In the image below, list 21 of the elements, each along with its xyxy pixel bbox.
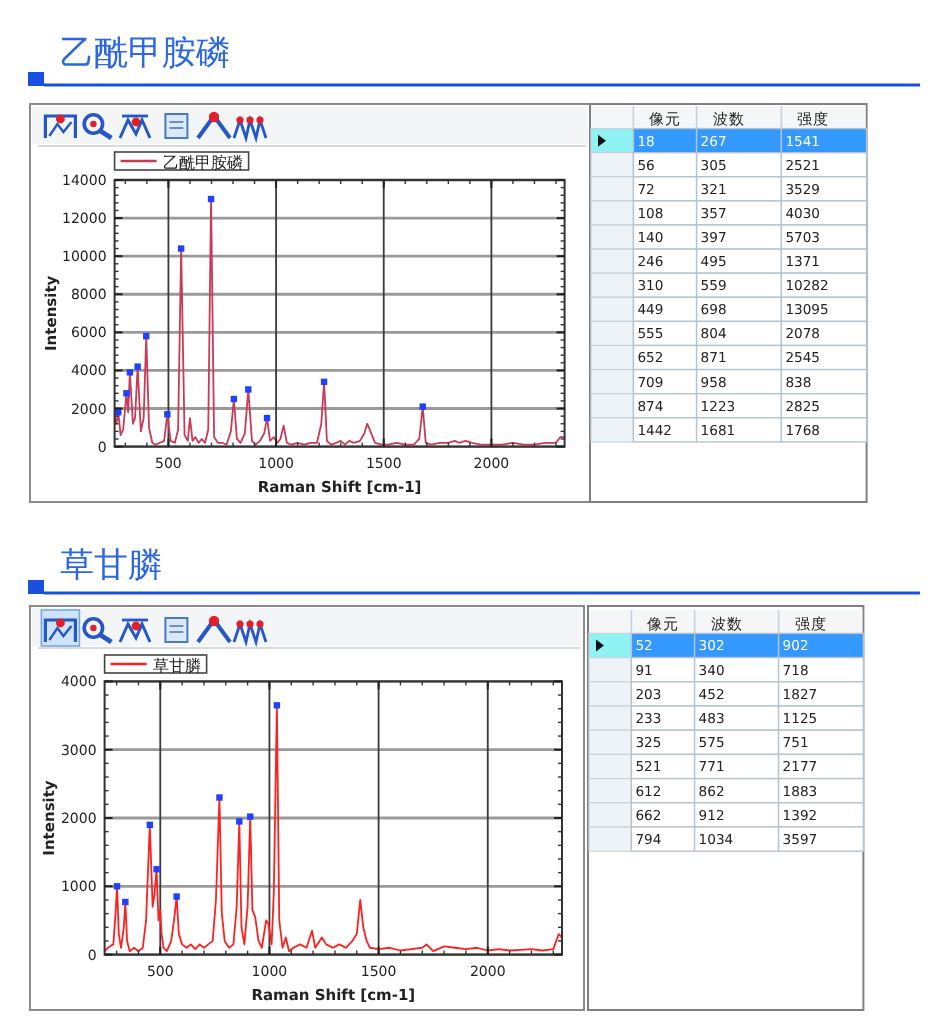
point	[153, 866, 160, 873]
point	[113, 883, 121, 890]
point	[236, 818, 243, 825]
legend-label: 草甘膦	[152, 656, 201, 675]
legend-label: 乙酰甲胺磷	[162, 153, 243, 172]
chart-title: 草甘膦	[60, 546, 162, 586]
point	[419, 403, 426, 410]
point	[247, 813, 254, 820]
line-series	[114, 198, 565, 446]
point	[123, 390, 130, 397]
point	[273, 702, 281, 709]
line-series	[104, 704, 562, 953]
chart-title: 乙酰甲胺磷	[60, 34, 230, 74]
point	[134, 363, 141, 370]
point	[177, 245, 185, 252]
point	[164, 411, 171, 418]
point	[122, 898, 129, 906]
point	[245, 386, 252, 393]
point	[173, 893, 180, 900]
point	[126, 369, 134, 376]
point	[216, 794, 223, 801]
